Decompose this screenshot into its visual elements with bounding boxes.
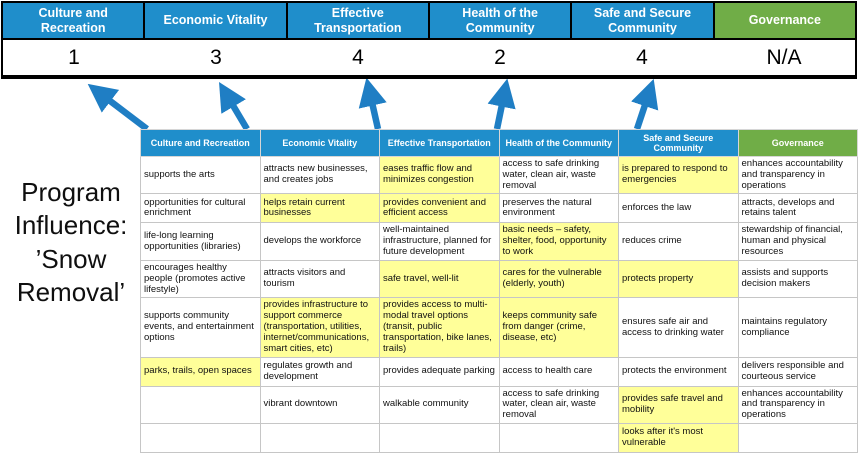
matrix-cell-r5-c2: provides infrastructure to support comme… [259,297,380,358]
matrix-row-2: opportunities for cultural enrichment hel… [140,193,858,224]
matrix-cell-r2-c4: preserves the natural environment [498,193,619,224]
pillar-scoreboard: Culture and Recreation Economic Vitality E… [1,1,857,79]
matrix-row-4: encourages healthy people (promotes acti… [140,259,858,299]
matrix-cell-r1-c6: enhances accountability and transparency… [737,155,858,195]
matrix-row-5: supports community events, and entertain… [140,297,858,358]
matrix-cell-r5-c3: provides access to multi-modal travel op… [379,297,500,358]
matrix-cell-r4-c3: safe travel, well-lit [379,259,500,299]
matrix-cell-r8-c2 [259,423,380,454]
matrix-header-effective-transportation: Effective Transportation [379,129,500,157]
matrix-header-health-of-the-community: Health of the Community [498,129,619,157]
pillar-score-row: 1 3 4 2 4 N/A [3,40,855,75]
matrix-cell-r7-c5: provides safe travel and mobility [618,385,739,425]
matrix-cell-r8-c6 [737,423,858,454]
matrix-cell-r6-c3: provides adequate parking [379,356,500,387]
pillar-header-effective-transportation: Effective Transportation [287,3,428,38]
matrix-cell-r7-c6: enhances accountability and transparency… [737,385,858,425]
pillar-header-row: Culture and Recreation Economic Vitality E… [3,3,855,38]
matrix-cell-r2-c1: opportunities for cultural enrichment [140,193,261,224]
matrix-cell-r3-c5: reduces crime [618,222,739,261]
matrix-cell-r6-c6: delivers responsible and courteous servi… [737,356,858,387]
matrix-row-7: vibrant downtown walkable community access… [140,385,858,425]
matrix-cell-r4-c1: encourages healthy people (promotes acti… [140,259,261,299]
matrix-row-1: supports the arts attracts new businesses… [140,155,858,195]
matrix-header-safe-and-secure-community: Safe and Secure Community [618,129,739,157]
matrix-cell-r1-c5: is prepared to respond to emergencies [618,155,739,195]
matrix-header-culture-and-recreation: Culture and Recreation [140,129,261,157]
matrix-cell-r8-c3 [379,423,500,454]
matrix-cell-r8-c5: looks after it's most vulnerable [618,423,739,454]
pillar-score-economic-vitality: 3 [210,45,222,69]
matrix-cell-r5-c1: supports community events, and entertain… [140,297,261,358]
matrix-cell-r5-c5: ensures safe air and access to drinking … [618,297,739,358]
matrix-cell-r6-c4: access to health care [498,356,619,387]
matrix-cell-r7-c2: vibrant downtown [259,385,380,425]
pillar-score-safe-and-secure-community: 4 [636,45,648,69]
matrix-cell-r3-c4: basic needs – safety, shelter, food, opp… [498,222,619,261]
matrix-cell-r7-c3: walkable community [379,385,500,425]
matrix-cell-r1-c2: attracts new businesses, and creates job… [259,155,380,195]
matrix-row-3: life-long learning opportunities (librar… [140,222,858,261]
influence-matrix: Culture and Recreation Economic Vitality E… [140,129,858,454]
matrix-row-6: parks, trails, open spaces regulates grow… [140,356,858,387]
matrix-cell-r6-c5: protects the environment [618,356,739,387]
pillar-header-safe-and-secure-community: Safe and Secure Community [572,3,713,38]
pillar-score-health-of-the-community: 2 [494,45,506,69]
pillar-header-health-of-the-community: Health of the Community [429,3,571,38]
matrix-header: Culture and Recreation Economic Vitality E… [140,129,858,157]
influence-arrow-3 [358,79,387,130]
matrix-cell-r2-c2: helps retain current businesses [259,193,380,224]
matrix-cell-r8-c4 [498,423,619,454]
matrix-cell-r7-c1 [140,385,261,425]
influence-arrow-4 [487,79,516,130]
matrix-cell-r2-c5: enforces the law [618,193,739,224]
matrix-cell-r4-c4: cares for the vulnerable (elderly, youth… [498,259,619,299]
matrix-cell-r4-c6: assists and supports decision makers [737,259,858,299]
pillar-score-governance: N/A [766,45,802,69]
matrix-cell-r6-c2: regulates growth and development [259,356,380,387]
matrix-cell-r3-c6: stewardship of financial, human and phys… [737,222,858,261]
matrix-cell-r1-c4: access to safe drinking water, clean air… [498,155,619,195]
matrix-cell-r3-c3: well-maintained infrastructure, planned … [379,222,500,261]
matrix-header-row: Culture and Recreation Economic Vitality E… [140,129,858,157]
matrix-cell-r5-c6: maintains regulatory compliance [737,297,858,358]
matrix-cell-r3-c1: life-long learning opportunities (librar… [140,222,261,261]
matrix-header-economic-vitality: Economic Vitality [259,129,380,157]
matrix-body: supports the arts attracts new businesses… [140,155,858,454]
pillar-header-culture-and-recreation: Culture and Recreation [3,3,144,38]
influence-arrows [87,79,659,131]
pillar-header-governance: Governance [714,3,855,38]
program-title: Program Influence: ’Snow Removal’ [14,177,128,307]
matrix-cell-r5-c4: keeps community safe from danger (crime,… [498,297,619,358]
influence-arrow-2 [219,81,250,131]
matrix-cell-r2-c3: provides convenient and efficient access [379,193,500,224]
matrix-cell-r2-c6: attracts, develops and retains talent [737,193,858,224]
matrix-cell-r3-c2: develops the workforce [259,222,380,261]
pillar-header-economic-vitality: Economic Vitality [145,3,286,38]
matrix-cell-r1-c3: eases traffic flow and minimizes congest… [379,155,500,195]
pillar-score-culture-and-recreation: 1 [68,45,80,69]
matrix-cell-r6-c1: parks, trails, open spaces [140,356,261,387]
matrix-cell-r7-c4: access to safe drinking water, clean air… [498,385,619,425]
influence-matrix-table: Culture and Recreation Economic Vitality E… [140,129,858,454]
matrix-row-8: looks after it's most vulnerable [140,423,858,454]
matrix-cell-r1-c1: supports the arts [140,155,261,195]
matrix-cell-r4-c2: attracts visitors and tourism [259,259,380,299]
matrix-cell-r8-c1 [140,423,261,454]
influence-arrow-1 [87,83,149,131]
pillar-score-effective-transportation: 4 [352,45,364,69]
matrix-header-governance: Governance [737,129,858,157]
influence-arrow-5 [631,79,659,131]
matrix-cell-r4-c5: protects property [618,259,739,299]
